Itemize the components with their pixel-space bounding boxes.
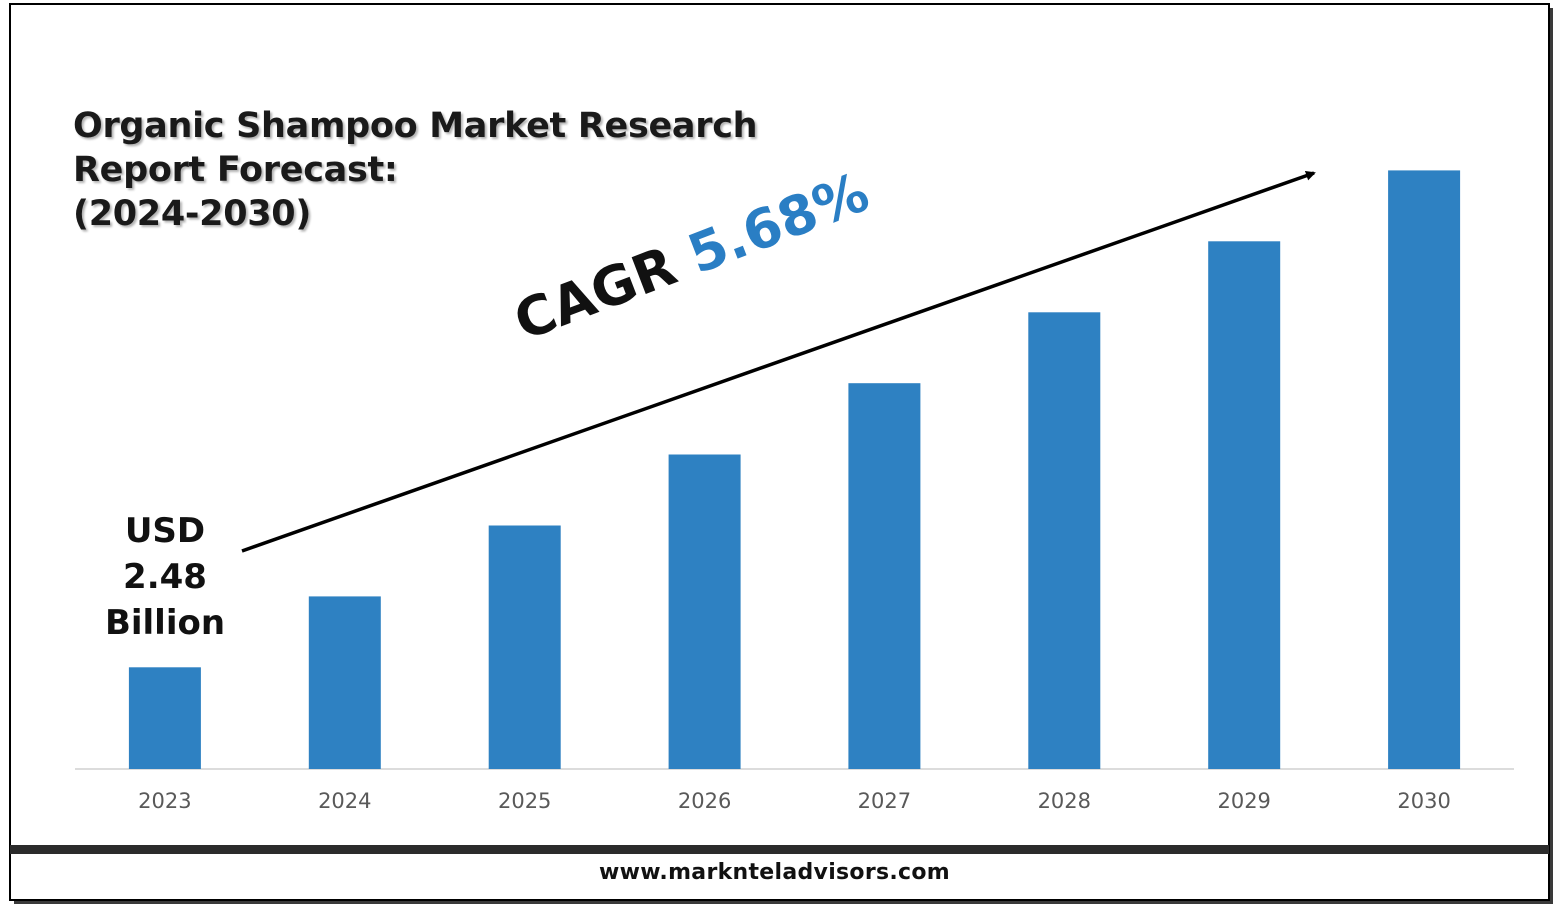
title-line-2: Report Forecast: xyxy=(73,150,398,190)
x-tick-label-2026: 2026 xyxy=(678,789,731,813)
start-value-unit: Billion xyxy=(104,603,226,643)
x-tick-labels: 2023 2024 2025 2026 2027 2028 2029 2030 xyxy=(138,789,1451,813)
x-tick-label-2029: 2029 xyxy=(1217,789,1270,813)
title-line-1: Organic Shampoo Market Research xyxy=(73,106,758,146)
footer-url[interactable]: www.marknteladvisors.com xyxy=(598,860,951,885)
start-value-currency: USD xyxy=(124,511,206,551)
bar-2029 xyxy=(1208,241,1281,770)
bar-2026 xyxy=(668,454,741,769)
x-tick-label-2024: 2024 xyxy=(318,789,371,813)
frame-border xyxy=(9,3,1550,901)
bars-group xyxy=(128,170,1461,770)
growth-arrow xyxy=(241,170,1316,553)
bar-2024 xyxy=(308,596,381,769)
start-value-number: 2.48 xyxy=(123,557,207,597)
start-value-label: USD 2.48 Billion xyxy=(100,508,230,646)
x-tick-label-2025: 2025 xyxy=(498,789,551,813)
x-tick-label-2023: 2023 xyxy=(138,789,191,813)
title-line-3: (2024-2030) xyxy=(73,194,312,234)
x-tick-label-2027: 2027 xyxy=(858,789,911,813)
x-tick-label-2030: 2030 xyxy=(1397,789,1450,813)
bar-2025 xyxy=(488,525,561,769)
bar-2027 xyxy=(848,383,921,769)
bar-2023 xyxy=(128,667,201,769)
bar-2030 xyxy=(1388,170,1461,769)
chart-title: Organic Shampoo Market Research Report F… xyxy=(73,104,758,236)
x-tick-label-2028: 2028 xyxy=(1038,789,1091,813)
footer-divider xyxy=(10,845,1549,854)
bar-2028 xyxy=(1028,312,1101,769)
